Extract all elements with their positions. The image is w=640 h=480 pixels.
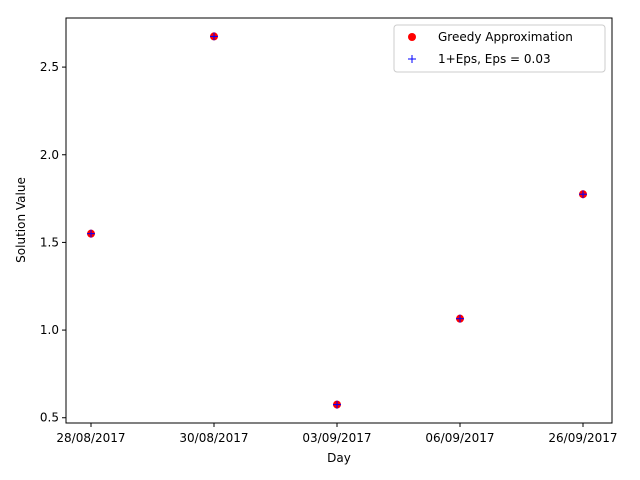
y-tick-label: 2.5 xyxy=(40,60,59,74)
legend: Greedy Approximation 1+Eps, Eps = 0.03 xyxy=(393,24,606,73)
x-tick-label: 28/08/2017 xyxy=(56,431,125,445)
point-eps xyxy=(87,229,95,238)
y-axis: 0.5 1.0 1.5 2.0 2.5 xyxy=(40,60,66,425)
y-axis-label: Solution Value xyxy=(14,177,28,263)
x-axis: 28/08/2017 30/08/2017 03/09/2017 06/09/2017… xyxy=(56,423,618,445)
y-tick-label: 0.5 xyxy=(40,411,59,425)
y-tick-label: 1.5 xyxy=(40,235,59,249)
legend-marker-eps xyxy=(408,55,416,63)
point-eps xyxy=(456,314,464,323)
y-tick-label: 2.0 xyxy=(40,148,59,162)
legend-label-eps: 1+Eps, Eps = 0.03 xyxy=(438,52,551,66)
y-tick-label: 1.0 xyxy=(40,323,59,337)
x-tick-label: 26/09/2017 xyxy=(548,431,617,445)
x-tick-label: 03/09/2017 xyxy=(302,431,371,445)
legend-box xyxy=(393,24,606,73)
x-tick-label: 30/08/2017 xyxy=(179,431,248,445)
data-points xyxy=(87,32,587,409)
point-eps xyxy=(210,32,218,41)
legend-marker-greedy xyxy=(408,33,416,41)
legend-label-greedy: Greedy Approximation xyxy=(438,30,573,44)
point-eps xyxy=(333,400,341,409)
x-axis-label: Day xyxy=(327,451,351,465)
point-eps xyxy=(579,190,587,199)
plot-area xyxy=(65,17,613,424)
x-tick-label: 06/09/2017 xyxy=(425,431,494,445)
